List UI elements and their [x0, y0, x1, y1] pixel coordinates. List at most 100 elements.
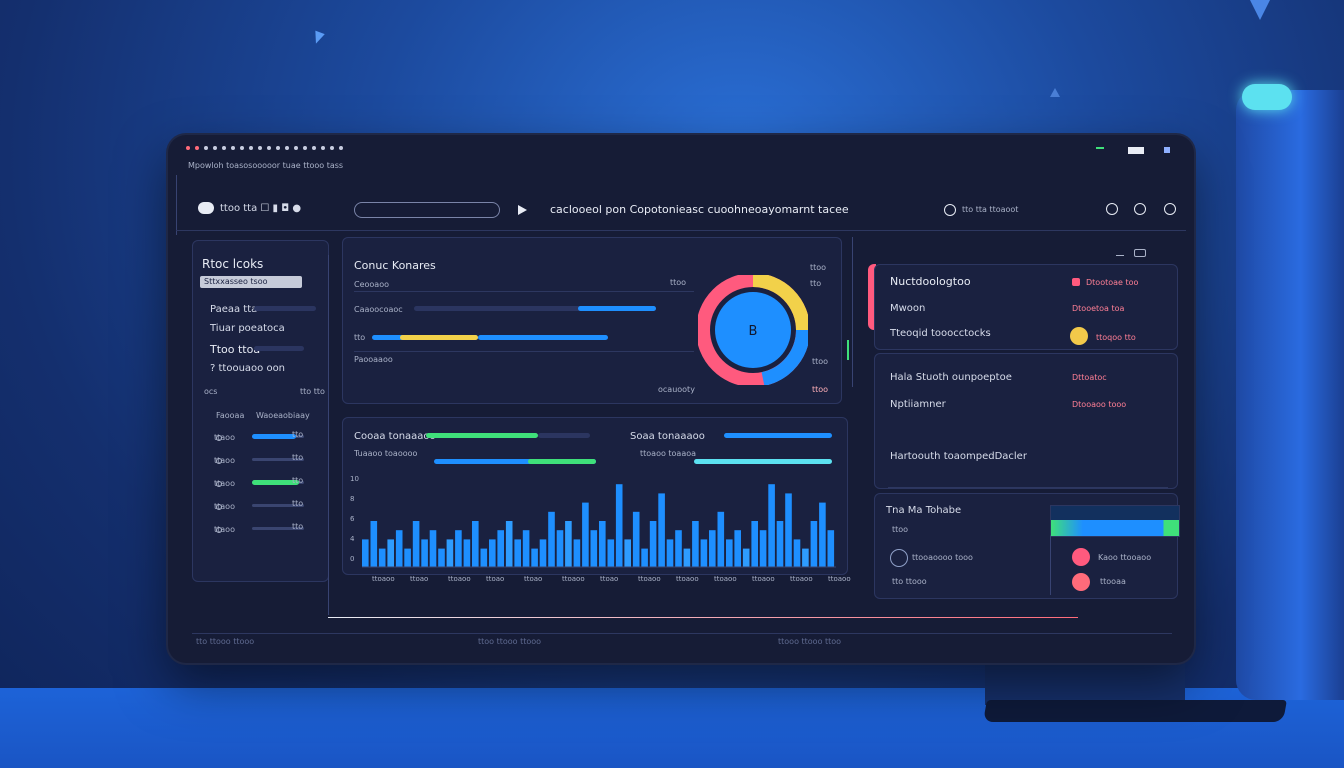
- decorative-shard: [1250, 0, 1270, 20]
- chart-bar: [692, 521, 699, 567]
- item-value: ttooaa: [1100, 577, 1126, 586]
- divider: [176, 175, 177, 235]
- battery-icon: [1134, 249, 1146, 257]
- decorative-shard: [1050, 88, 1060, 97]
- chart-bar: [455, 530, 462, 567]
- sidebar-column-header: Faooaa: [216, 411, 245, 420]
- circle-option-icon[interactable]: [1106, 203, 1118, 215]
- donut-segment-yellow: [752, 275, 808, 331]
- footer-mid: ttoo ttooo ttooo: [478, 637, 542, 646]
- sidebar: [192, 240, 329, 582]
- chart-bar: [370, 521, 378, 567]
- chart-bar: [742, 548, 750, 567]
- progress-fill: [426, 433, 538, 438]
- user-label[interactable]: tto tta ttoaoot: [962, 205, 1019, 214]
- progress-fill: [434, 459, 596, 464]
- sidebar-title: Rtoc lcoks: [202, 257, 264, 271]
- progress-fill: [478, 335, 608, 340]
- menu-toggle[interactable]: [198, 202, 214, 214]
- bar-chart: 10 8 6 4 0: [350, 475, 836, 568]
- chart-bar: [556, 530, 564, 567]
- chart-bar: [675, 530, 682, 567]
- chart-bar: [666, 539, 674, 567]
- metric-value: tto: [292, 522, 304, 531]
- progress-fill: [578, 306, 656, 311]
- power-icon[interactable]: [1164, 203, 1176, 215]
- donut-center: [715, 292, 791, 368]
- sidebar-item-selected[interactable]: Sttxxasseo tsoo: [200, 276, 302, 288]
- chart-bar: [548, 511, 555, 567]
- close-icon[interactable]: [1164, 147, 1170, 153]
- nav-text: ttoo tta ☐ ▮ ◘ ●: [220, 203, 302, 214]
- progress-fill: [724, 433, 832, 438]
- sidebar-column-header: Waoeaobiaay: [256, 411, 310, 420]
- metric-icon: [216, 435, 222, 441]
- divider: [176, 230, 1186, 231]
- monitor-stand-base: [983, 700, 1287, 722]
- chart-bar: [514, 539, 521, 567]
- play-icon[interactable]: [518, 205, 527, 215]
- scroll-indicator[interactable]: [847, 340, 849, 360]
- chart-bar: [446, 539, 454, 567]
- metric-value: tto: [292, 499, 304, 508]
- info-label: Nuctdoologtoo: [890, 275, 971, 288]
- chart-bar: [472, 521, 479, 567]
- chart-bar: [709, 530, 716, 567]
- chart-bar: [785, 493, 792, 567]
- minimize-icon[interactable]: [1096, 147, 1104, 149]
- sidebar-item[interactable]: Tiuar poeatoca: [210, 323, 285, 334]
- coin-icon: [1070, 327, 1088, 345]
- x-tick-label: ttoao: [524, 575, 543, 583]
- chart-bar: [641, 548, 648, 567]
- metric-label: ttaoo: [214, 456, 235, 465]
- chart-bar: [497, 530, 504, 567]
- info-label: Hala Stuoth ounpoeptoe: [890, 372, 1012, 383]
- metric-label: ttaoo: [214, 525, 235, 534]
- alert-icon: [1072, 278, 1080, 286]
- globe-icon[interactable]: [944, 204, 956, 216]
- gear-icon[interactable]: [1116, 249, 1124, 256]
- chart-bar: [683, 548, 691, 567]
- accent-strip: [868, 264, 876, 330]
- row-label: Ceooaoo: [354, 280, 389, 289]
- item-label: ttooaoooo tooo: [912, 553, 973, 562]
- chart-bar: [624, 539, 631, 567]
- chart-sub-right: ttoaoo toaaoa: [640, 449, 697, 458]
- sidebar-item[interactable]: ? ttoouaoo oon: [210, 363, 286, 374]
- chart-bar: [573, 539, 581, 567]
- x-tick-label: ttoaoo: [372, 575, 395, 583]
- chart-bar: [395, 530, 403, 567]
- circle-option-icon[interactable]: [1134, 203, 1146, 215]
- chart-bar: [463, 539, 471, 567]
- sidebar-section-label: ocs: [204, 387, 218, 396]
- divider: [192, 633, 1172, 634]
- chart-bar: [412, 521, 420, 567]
- chart-title-right: Soaa tonaaaoo: [630, 431, 705, 442]
- block-sub: ttoo: [892, 525, 909, 534]
- search-input[interactable]: [354, 202, 500, 218]
- sidebar-item[interactable]: Ttoo ttoa: [210, 343, 261, 356]
- chart-bar: [599, 521, 606, 567]
- sidebar-item[interactable]: Paeaa tta: [210, 304, 258, 315]
- maximize-icon[interactable]: [1128, 147, 1144, 154]
- chart-bar: [489, 539, 496, 567]
- donut-label: B: [749, 324, 758, 339]
- metric-value: tto: [292, 453, 304, 462]
- footer-left: tto ttooo ttooo: [196, 637, 255, 646]
- x-tick-label: ttoaoo: [752, 575, 775, 583]
- chart-bar: [700, 539, 708, 567]
- chart-title-left: Cooaa tonaaaoo: [354, 431, 436, 442]
- metric-label: ttaoo: [214, 479, 235, 488]
- chart-bar: [590, 530, 598, 567]
- chart-bar: [827, 530, 835, 567]
- x-tick-label: ttoao: [410, 575, 429, 583]
- card-top-title: Conuc Konares: [354, 259, 436, 272]
- chart-bar: [480, 548, 488, 567]
- chart-bar: [582, 502, 589, 567]
- progress-fill: [400, 335, 478, 340]
- info-block-1: [874, 264, 1178, 350]
- status-icon: [1072, 573, 1090, 591]
- divider: [328, 255, 329, 615]
- metric-track: [252, 458, 304, 461]
- x-tick-label: ttoaoo: [562, 575, 585, 583]
